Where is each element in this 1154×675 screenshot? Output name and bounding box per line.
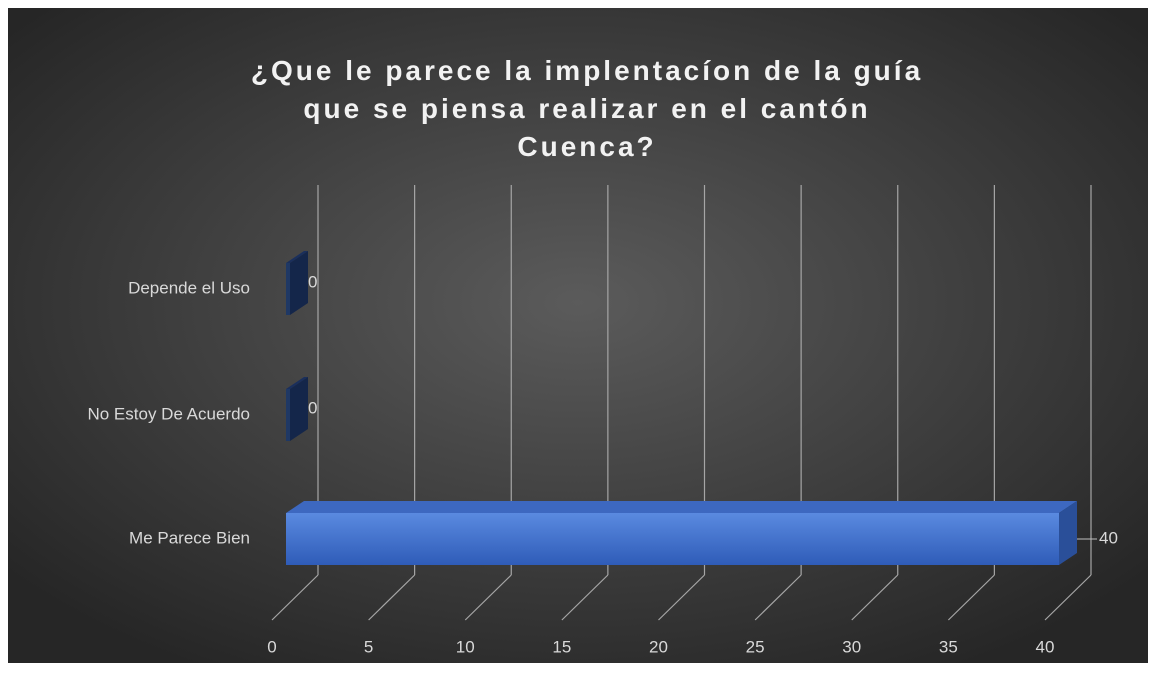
bar (286, 513, 1059, 565)
y-tick-label: No Estoy De Acuerdo (87, 404, 250, 423)
x-tick-label: 30 (842, 637, 861, 656)
grid-line (561, 574, 609, 621)
x-tick-label: 40 (1036, 637, 1055, 656)
x-tick-label: 5 (364, 637, 373, 656)
chart-title: ¿Que le parece la implentacíon de la guí… (250, 55, 924, 162)
grid-line (368, 574, 416, 621)
bar-side (290, 251, 308, 315)
grid-line (754, 574, 802, 621)
grid-line (271, 574, 319, 621)
bar-side (290, 377, 308, 441)
x-tick-label: 10 (456, 637, 475, 656)
x-tick-label: 20 (649, 637, 668, 656)
y-tick-label: Depende el Uso (128, 278, 250, 297)
bar-top (286, 251, 308, 263)
grid-line (947, 574, 995, 621)
bar (286, 263, 290, 315)
y-tick-label: Me Parece Bien (129, 528, 250, 547)
x-tick-label: 0 (267, 637, 276, 656)
x-tick-label: 15 (552, 637, 571, 656)
x-tick-label: 35 (939, 637, 958, 656)
grid-line (464, 574, 512, 621)
x-tick-label: 25 (746, 637, 765, 656)
grid-line (851, 574, 899, 621)
bar-top (286, 377, 308, 389)
data-label: 0 (308, 398, 317, 417)
grid-line (1044, 574, 1092, 621)
data-label: 40 (1099, 528, 1118, 547)
bar (286, 389, 290, 441)
bar-side (1059, 501, 1077, 565)
bar-top (286, 501, 1077, 513)
data-label: 0 (308, 272, 317, 291)
grid-line (658, 574, 705, 621)
